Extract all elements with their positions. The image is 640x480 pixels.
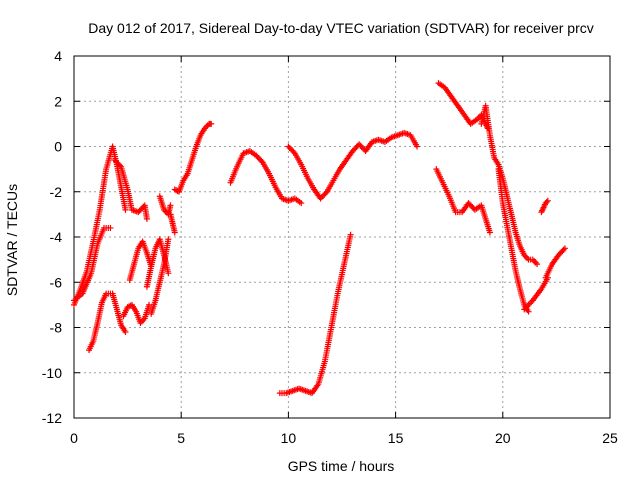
y-tick-label: -8 [50,320,63,336]
data-point [143,215,150,222]
data-point [322,190,329,197]
data-point [116,162,123,169]
data-point [414,143,421,150]
chart-title: Day 012 of 2017, Sidereal Day-to-day VTE… [88,20,594,36]
y-axis-label: SDTVAR / TECUs [4,184,20,296]
y-tick-label: -12 [42,410,62,426]
data-point [543,198,550,205]
y-tick-label: -2 [50,184,63,200]
data-point [544,197,551,204]
data-point [122,206,129,213]
y-tick-label: -4 [50,229,63,245]
x-tick-label: 5 [177,430,185,446]
x-tick-label: 15 [388,430,404,446]
data-point [290,148,297,155]
data-point [165,270,172,277]
y-tick-label: -6 [50,274,63,290]
data-point [258,157,265,164]
data-point [560,246,567,253]
y-tick-label: -10 [42,365,62,381]
x-tick-label: 20 [495,430,511,446]
y-tick-label: 4 [54,48,62,64]
x-axis-label: GPS time / hours [288,458,395,474]
data-point [171,229,178,236]
data-point [561,245,568,252]
y-axis: -12 -10 -8 -6 -4 -2 0 2 4 [42,48,610,426]
x-tick-label: 25 [602,430,618,446]
data-point [525,308,532,315]
data-point [208,120,215,127]
y-tick-label: 2 [54,93,62,109]
x-tick-label: 10 [281,430,297,446]
data-point [486,229,493,236]
data-points [71,80,568,397]
data-point [122,329,129,336]
data-point [167,202,174,209]
data-point [165,236,172,243]
data-point [298,200,305,207]
y-tick-label: 0 [54,139,62,155]
x-tick-label: 0 [70,430,78,446]
data-point [347,231,354,238]
data-point [146,301,153,308]
grid-lines [74,56,610,418]
x-axis: 0 5 10 15 20 25 [70,56,618,446]
data-point [534,261,541,268]
data-point [107,224,114,231]
